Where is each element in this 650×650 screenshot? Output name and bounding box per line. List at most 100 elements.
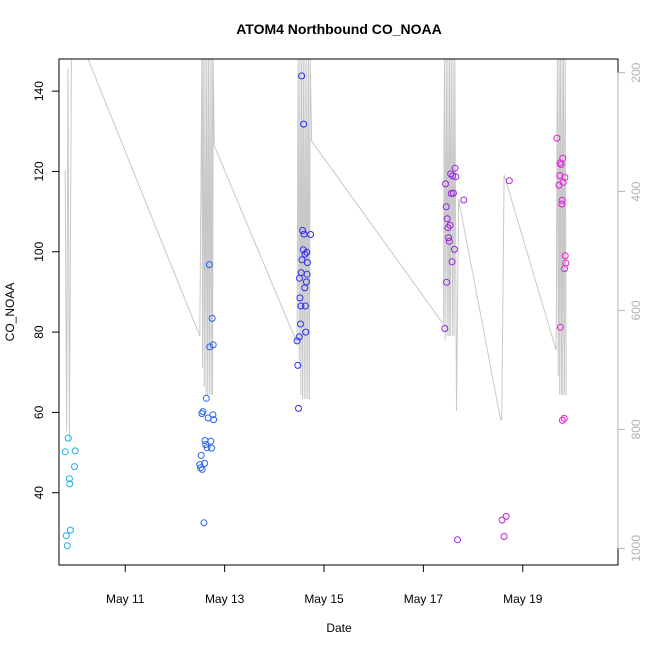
data-point: [447, 170, 455, 178]
data-point: [449, 172, 457, 180]
data-point: [498, 516, 506, 524]
pressure-line-layer: [64, 58, 567, 442]
data-point: [443, 278, 450, 286]
data-point: [62, 532, 70, 540]
y2-tick-label: 800: [629, 419, 643, 439]
data-point: [451, 164, 459, 172]
data-point: [441, 325, 449, 332]
data-point: [197, 451, 205, 459]
data-point: [293, 337, 301, 345]
data-point: [71, 463, 78, 471]
x-tick-label: May 11: [106, 592, 145, 606]
data-point: [197, 464, 204, 472]
y2-tick-label: 200: [629, 62, 643, 82]
data-point: [452, 173, 460, 181]
data-point: [298, 256, 306, 264]
data-point: [206, 343, 214, 351]
chart-title: ATOM4 Northbound CO_NOAA: [236, 21, 442, 37]
data-point: [200, 519, 208, 527]
x-tick-label: May 19: [503, 592, 543, 606]
points-layer: [61, 72, 570, 550]
data-point: [64, 434, 72, 442]
data-point: [300, 230, 308, 238]
data-point: [297, 302, 305, 310]
data-point: [298, 72, 306, 80]
data-point: [205, 261, 213, 269]
data-point: [302, 278, 310, 286]
data-point: [303, 259, 311, 267]
data-point: [561, 252, 569, 260]
data-point: [557, 161, 565, 169]
data-point: [454, 536, 461, 544]
y2-tick-label: 1000: [629, 535, 643, 562]
data-point: [301, 302, 309, 310]
x-tick-label: May 13: [205, 592, 245, 606]
data-point: [302, 328, 310, 336]
x-axis-label: Date: [326, 621, 352, 635]
data-point: [66, 526, 74, 534]
data-point: [299, 227, 307, 234]
data-point: [505, 177, 513, 185]
data-point: [500, 533, 508, 540]
data-point: [553, 134, 561, 142]
y-tick-label: 80: [32, 325, 46, 339]
data-point: [558, 200, 566, 208]
data-point: [502, 512, 510, 520]
data-point: [210, 416, 218, 424]
data-point: [202, 394, 210, 402]
data-point: [307, 231, 315, 238]
data-point: [209, 411, 217, 419]
data-point: [449, 189, 457, 197]
data-point: [65, 475, 73, 483]
x-tick-label: May 17: [404, 592, 444, 606]
data-point: [61, 448, 69, 456]
data-point: [209, 341, 217, 349]
data-point: [460, 196, 468, 204]
data-point: [561, 174, 569, 181]
data-point: [203, 444, 211, 452]
pressure-line: [64, 58, 567, 442]
y2-axis: 200 400 600 800 1000: [617, 62, 643, 562]
y-axis: 40 60 80 100 120 140: [32, 81, 60, 500]
data-point: [450, 245, 458, 253]
data-point: [297, 320, 304, 328]
data-point: [66, 480, 74, 488]
data-point: [294, 361, 302, 369]
data-point: [442, 203, 450, 211]
y-tick-label: 140: [32, 81, 46, 101]
y-tick-label: 60: [32, 405, 46, 419]
data-point: [71, 447, 79, 455]
data-point: [199, 408, 207, 416]
data-point: [560, 414, 568, 422]
x-tick-label: May 15: [304, 592, 344, 606]
data-point: [295, 333, 303, 341]
data-point: [296, 294, 304, 302]
data-point: [445, 237, 453, 245]
data-point: [300, 120, 308, 128]
data-point: [303, 248, 311, 256]
data-point: [303, 270, 311, 278]
data-point: [559, 154, 567, 162]
y-tick-label: 100: [32, 241, 46, 261]
data-point: [448, 258, 456, 266]
data-point: [198, 465, 206, 473]
data-point: [208, 444, 215, 452]
data-point: [556, 323, 564, 331]
data-point: [207, 437, 215, 445]
x-axis: May 11 May 13 May 15 May 17 May 19: [106, 564, 543, 606]
y2-tick-label: 400: [629, 181, 643, 201]
data-point: [559, 178, 567, 186]
y-tick-label: 40: [32, 486, 46, 500]
y-axis-label: CO_NOAA: [3, 283, 17, 342]
data-point: [299, 246, 307, 254]
plot-frame: [58, 58, 619, 566]
data-point: [446, 221, 454, 229]
data-point: [201, 459, 209, 467]
y-tick-label: 120: [32, 161, 46, 181]
data-point: [63, 542, 71, 550]
data-point: [202, 441, 210, 448]
data-point: [442, 180, 449, 188]
data-point: [562, 259, 570, 267]
data-point: [443, 215, 451, 223]
